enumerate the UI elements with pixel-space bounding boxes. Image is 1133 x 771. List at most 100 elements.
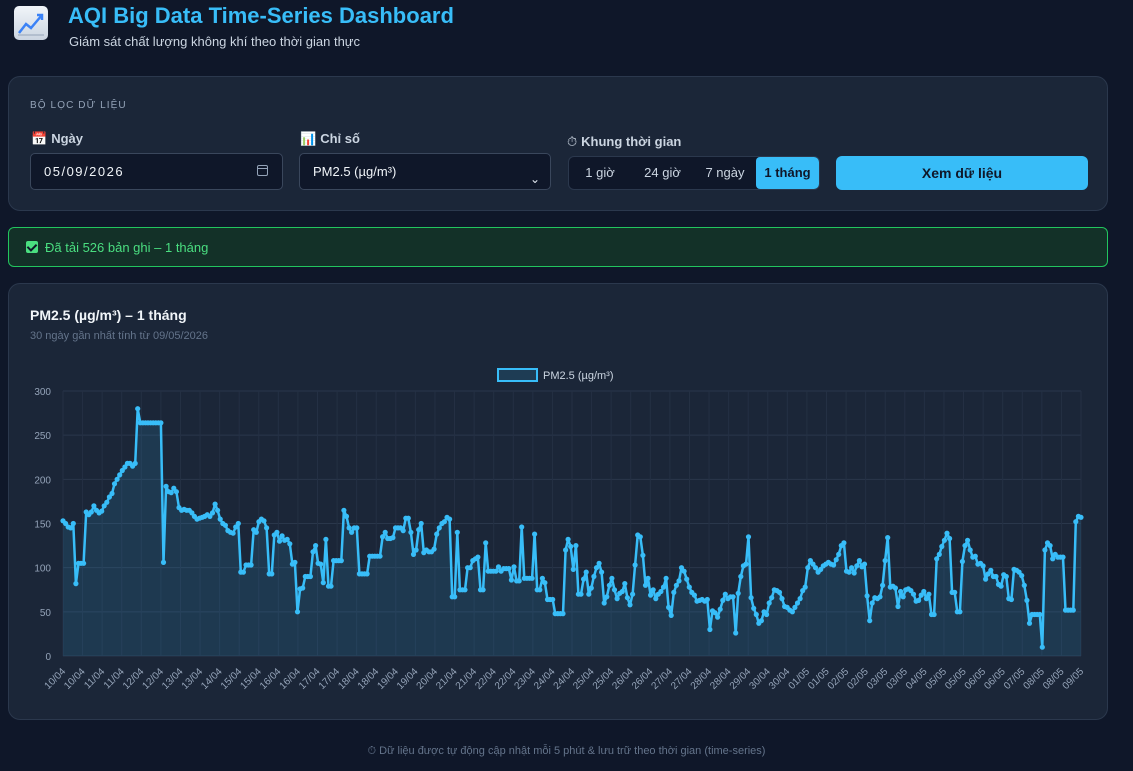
date-input[interactable]: 05/09/2026: [30, 153, 283, 190]
date-picker-icon[interactable]: [257, 165, 268, 176]
data-point: [797, 596, 803, 602]
pm25-line-chart: 05010015020025030010/0410/0411/0411/0412…: [34, 368, 1086, 692]
y-tick-label: 200: [34, 475, 51, 486]
data-point: [916, 597, 922, 603]
legend-label: PM2.5 (µg/m³): [543, 370, 614, 382]
data-point: [573, 543, 579, 549]
data-point: [691, 592, 698, 598]
legend-swatch: [497, 368, 538, 382]
status-text: Đã tải 526 bản ghi – 1 tháng: [45, 240, 209, 255]
x-tick-label: 29/04: [728, 666, 754, 692]
data-point: [988, 567, 994, 573]
data-point: [941, 537, 948, 543]
x-tick-label: 19/04: [395, 666, 421, 692]
x-tick-label: 03/05: [865, 666, 891, 692]
x-tick-label: 30/04: [767, 666, 793, 692]
data-point: [1047, 543, 1053, 549]
data-point: [400, 528, 406, 534]
data-point: [686, 584, 692, 590]
filter-panel: BỘ LỌC DỮ LIỆU 📅 Ngày 05/09/2026 📊 Chỉ số …: [8, 76, 1108, 211]
view-data-button[interactable]: Xem dữ liệu: [836, 156, 1088, 190]
data-point: [957, 609, 963, 615]
page-subtitle: Giám sát chất lượng không khí theo thời …: [69, 34, 360, 49]
data-point: [73, 581, 79, 587]
range-7d-button[interactable]: 7 ngày: [705, 165, 745, 180]
data-point: [918, 592, 924, 598]
data-point: [276, 538, 283, 544]
data-point: [349, 529, 355, 535]
data-point: [287, 541, 293, 547]
data-point: [163, 483, 169, 489]
range-1m-button[interactable]: 1 tháng: [756, 157, 819, 189]
data-point: [581, 576, 587, 582]
data-point: [854, 563, 860, 569]
data-point: [539, 575, 546, 581]
data-point: [733, 630, 739, 636]
data-point: [320, 580, 326, 586]
data-point: [307, 573, 313, 580]
data-point: [410, 551, 417, 557]
data-point: [1019, 573, 1025, 579]
range-24h-button[interactable]: 24 giờ: [644, 165, 681, 180]
data-point: [114, 476, 120, 482]
data-point: [462, 587, 468, 593]
data-point: [447, 516, 453, 522]
data-point: [343, 513, 350, 519]
x-tick-label: 02/05: [845, 666, 871, 692]
data-point: [135, 406, 141, 412]
data-point: [923, 596, 930, 602]
calendar-icon: 📅: [31, 131, 48, 146]
data-point: [983, 576, 989, 582]
time-range-selector: 1 giờ 24 giờ 7 ngày 1 tháng: [568, 156, 820, 190]
data-point: [660, 584, 667, 590]
data-point: [910, 591, 917, 597]
data-point: [1060, 554, 1066, 560]
data-point: [715, 614, 721, 620]
y-tick-label: 100: [34, 564, 51, 575]
range-field-label: ⏱ Khung thời gian: [567, 134, 682, 149]
chart-line-icon: [14, 6, 48, 40]
x-tick-label: 22/04: [473, 666, 499, 692]
data-point: [506, 566, 512, 572]
metric-select[interactable]: PM2.5 (µg/m³) ⌄: [299, 153, 551, 190]
x-tick-label: 21/04: [434, 666, 460, 692]
data-point: [841, 540, 847, 546]
date-field-label: 📅 Ngày: [31, 131, 83, 146]
data-point: [985, 571, 991, 577]
data-point: [354, 525, 360, 531]
data-point: [614, 596, 620, 602]
data-point: [158, 420, 164, 426]
data-point: [792, 604, 798, 610]
data-point: [495, 564, 502, 570]
x-tick-label: 18/04: [356, 666, 382, 692]
x-tick-label: 10/04: [43, 666, 69, 692]
x-tick-label: 25/04: [571, 666, 597, 692]
data-point: [292, 559, 298, 565]
data-point: [758, 618, 765, 624]
data-point: [416, 527, 422, 533]
data-point: [217, 516, 223, 522]
data-point: [684, 576, 690, 582]
data-point: [751, 605, 757, 611]
data-point: [475, 554, 481, 560]
data-point: [952, 589, 958, 595]
data-point: [173, 489, 179, 495]
data-point: [328, 583, 334, 589]
data-point: [707, 626, 713, 633]
data-point: [653, 596, 659, 602]
data-point: [722, 591, 728, 597]
data-point: [637, 534, 643, 540]
x-tick-label: 16/04: [258, 666, 284, 692]
chart-title: PM2.5 (µg/m³) – 1 tháng: [30, 307, 187, 323]
data-point: [972, 553, 978, 559]
data-point: [300, 585, 306, 591]
bar-chart-icon: 📊: [300, 131, 317, 146]
data-point: [895, 603, 901, 610]
data-point: [748, 595, 754, 601]
data-point: [619, 588, 625, 595]
data-point: [671, 589, 677, 595]
data-point: [779, 596, 785, 602]
x-tick-label: 27/04: [669, 666, 695, 692]
data-point: [240, 569, 246, 575]
range-1h-button[interactable]: 1 giờ: [585, 165, 615, 180]
